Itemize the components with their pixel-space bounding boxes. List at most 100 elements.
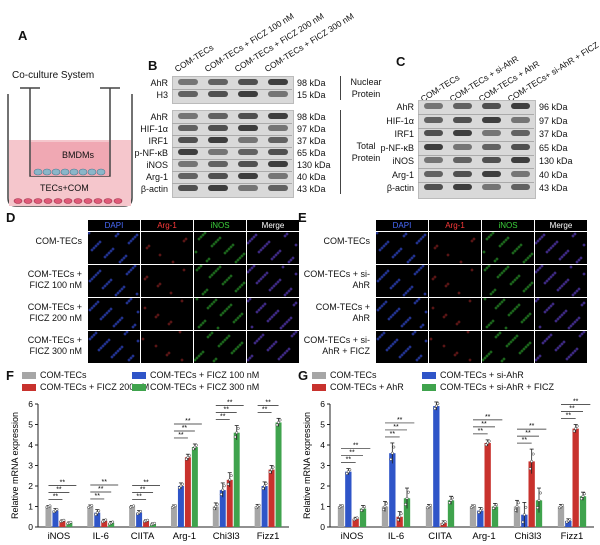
data-point bbox=[69, 520, 73, 524]
blot-band bbox=[453, 103, 472, 109]
legend-swatch bbox=[312, 383, 326, 391]
data-point bbox=[214, 505, 218, 508]
data-point bbox=[451, 496, 454, 500]
significance-label: ** bbox=[95, 493, 101, 500]
blot-band bbox=[208, 161, 228, 167]
data-point bbox=[449, 498, 453, 502]
significance-label: ** bbox=[182, 425, 188, 432]
bmdm-label: BMDMs bbox=[62, 150, 94, 160]
data-point bbox=[575, 424, 579, 428]
data-point bbox=[270, 468, 274, 472]
legend-entry: COM-TECs + FICZ 100 nM bbox=[132, 370, 259, 380]
legend-text: COM-TECs bbox=[330, 370, 377, 380]
y-tick-label: 5 bbox=[28, 420, 33, 430]
bar bbox=[254, 506, 261, 527]
data-point bbox=[194, 443, 198, 447]
bar bbox=[557, 506, 565, 527]
blot-band bbox=[453, 184, 472, 190]
micrograph-cell bbox=[376, 232, 428, 264]
data-point bbox=[277, 421, 280, 424]
micrograph-cell bbox=[88, 298, 140, 330]
legend-swatch bbox=[312, 371, 326, 379]
blot-band bbox=[208, 149, 228, 155]
blot-band bbox=[208, 113, 228, 119]
y-axis-label: Relative mRNA expression bbox=[10, 412, 20, 519]
blot-kda-label: 130 kDa bbox=[297, 160, 331, 170]
blot-band bbox=[453, 130, 472, 136]
data-point bbox=[348, 468, 352, 472]
data-point bbox=[226, 482, 230, 486]
data-point bbox=[268, 470, 272, 474]
micrograph-cell bbox=[482, 298, 534, 330]
blot-band bbox=[268, 125, 288, 131]
micrograph-cell bbox=[141, 298, 193, 330]
x-tick-label: Fizz1 bbox=[257, 531, 280, 542]
micrograph-header: iNOS bbox=[194, 220, 246, 231]
x-tick-label: Arg-1 bbox=[173, 531, 196, 542]
data-point bbox=[97, 509, 101, 513]
x-tick-label: IL-6 bbox=[93, 531, 109, 542]
significance-label: ** bbox=[53, 493, 59, 500]
y-tick-label: 0 bbox=[320, 522, 325, 532]
blot-protein-label: IRF1 bbox=[148, 136, 168, 146]
data-point bbox=[212, 507, 216, 511]
data-point bbox=[487, 439, 491, 443]
blot-band-row bbox=[172, 147, 292, 157]
legend-text: COM-TECs + si-AhR + FICZ bbox=[440, 382, 555, 392]
data-point bbox=[448, 501, 451, 505]
blot-kda-label: 43 kDa bbox=[539, 183, 568, 193]
significance-label: ** bbox=[349, 450, 355, 457]
micrograph-header: Arg-1 bbox=[429, 220, 481, 231]
x-tick-label: Arg-1 bbox=[472, 531, 495, 542]
micrograph-cell bbox=[247, 298, 299, 330]
blot-kda-label: 37 kDa bbox=[297, 136, 326, 146]
significance-label: ** bbox=[143, 479, 149, 486]
data-point bbox=[341, 504, 344, 508]
blot-kda-label: 15 kDa bbox=[297, 90, 326, 100]
bar bbox=[108, 522, 115, 527]
coculture-title: Co-culture System bbox=[12, 70, 95, 81]
blot-kda-label: 97 kDa bbox=[539, 115, 568, 126]
blot-kda-label: 130 kDa bbox=[539, 156, 573, 166]
blot-band bbox=[208, 173, 228, 179]
blot-band bbox=[208, 185, 228, 191]
blot-band bbox=[482, 170, 501, 177]
panel-a-label: A bbox=[18, 28, 28, 43]
data-point bbox=[517, 501, 520, 505]
data-point bbox=[433, 407, 437, 410]
bar bbox=[572, 428, 579, 527]
data-point bbox=[236, 426, 240, 430]
significance-label: ** bbox=[140, 486, 146, 493]
micrograph-row-label: COM-TECs + AhR bbox=[315, 302, 370, 323]
blot-row-divider bbox=[418, 114, 534, 115]
data-point bbox=[390, 451, 394, 455]
data-point bbox=[95, 511, 99, 515]
blot-band bbox=[511, 116, 530, 123]
data-point bbox=[180, 482, 184, 486]
data-point bbox=[177, 486, 181, 490]
significance-label: ** bbox=[353, 443, 359, 450]
x-tick-label: IL-6 bbox=[388, 531, 404, 542]
blot-band bbox=[511, 143, 530, 150]
blot-band-row bbox=[172, 135, 292, 145]
legend-entry: COM-TECs bbox=[312, 370, 377, 380]
blot-band bbox=[208, 79, 228, 85]
blot-band bbox=[268, 91, 288, 97]
significance-label: ** bbox=[178, 432, 184, 439]
blot-band-row bbox=[418, 128, 534, 138]
blot-kda-label: 97 kDa bbox=[297, 124, 326, 134]
micrograph-cell bbox=[247, 232, 299, 264]
data-point bbox=[392, 445, 396, 449]
bar bbox=[469, 506, 477, 527]
blot-band bbox=[178, 185, 198, 191]
data-point bbox=[539, 491, 542, 495]
blot-band bbox=[268, 161, 288, 167]
panel-b-label: B bbox=[148, 58, 158, 73]
y-tick-label: 2 bbox=[320, 481, 325, 491]
blot-band-row bbox=[418, 115, 534, 125]
bar bbox=[219, 490, 226, 527]
micrograph-cell bbox=[535, 298, 587, 330]
significance-label: ** bbox=[98, 486, 104, 493]
legend-text: COM-TECs + AhR bbox=[330, 382, 404, 392]
significance-label: ** bbox=[481, 421, 487, 428]
